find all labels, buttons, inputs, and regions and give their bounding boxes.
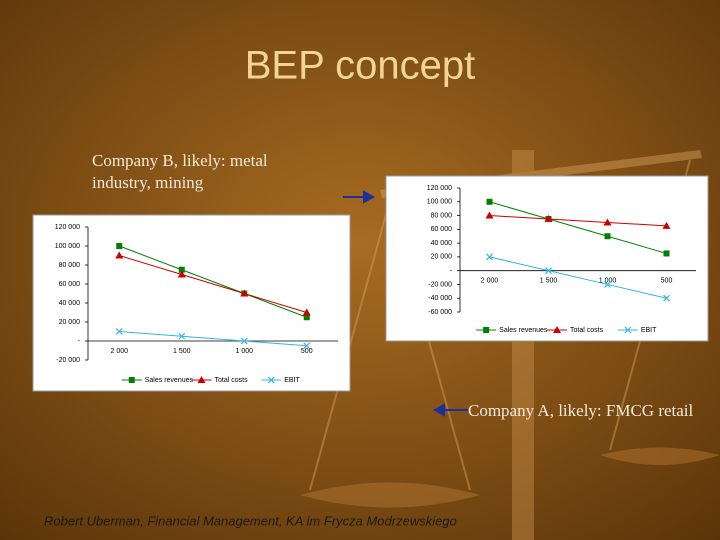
series-line <box>119 331 307 347</box>
marker <box>303 342 311 350</box>
note-company-a: Company A, likely: FMCG retail <box>468 401 694 420</box>
x-tick-label: 2 000 <box>481 278 499 285</box>
y-tick-label: 80 000 <box>59 262 81 269</box>
x-tick-label: 1 000 <box>235 348 253 355</box>
legend-label: EBIT <box>284 377 300 384</box>
y-tick-label: 20 000 <box>431 254 453 261</box>
x-tick-label: 500 <box>661 278 673 285</box>
legend-marker <box>553 326 561 333</box>
y-tick-label: 100 000 <box>427 199 452 206</box>
marker <box>603 218 612 226</box>
legend-label: Sales revenues <box>145 377 194 384</box>
chart-background <box>385 175 709 342</box>
legend-marker <box>128 377 135 383</box>
series-line <box>119 245 307 318</box>
y-tick-label: 20 000 <box>59 319 81 326</box>
series-line <box>119 255 307 313</box>
marker <box>545 267 552 275</box>
marker <box>544 215 553 222</box>
x-tick-label: 1 500 <box>540 278 558 285</box>
x-tick-label: 500 <box>301 348 313 355</box>
marker <box>486 253 493 261</box>
series-line <box>489 256 667 299</box>
marker <box>604 233 611 240</box>
y-tick-label: - <box>450 268 453 275</box>
y-tick-label: -20 000 <box>428 281 452 288</box>
legend-label: Total costs <box>570 327 604 334</box>
marker <box>177 270 186 278</box>
y-tick-label: - <box>78 338 81 345</box>
series-line <box>489 215 667 227</box>
marker <box>302 308 311 316</box>
y-tick-label: 40 000 <box>59 300 81 307</box>
marker <box>240 337 248 345</box>
legend-label: Total costs <box>215 377 249 384</box>
legend-marker <box>624 326 632 334</box>
legend-marker <box>197 376 206 383</box>
note-company-b: Company B, likely: metal industry, minin… <box>92 151 268 192</box>
y-tick-label: 80 000 <box>431 212 453 219</box>
chart-background <box>32 214 351 392</box>
marker <box>116 243 123 249</box>
marker <box>663 294 670 302</box>
legend-label: EBIT <box>641 327 657 334</box>
y-tick-label: 60 000 <box>431 226 453 233</box>
y-tick-label: 100 000 <box>55 243 80 250</box>
legend-marker <box>483 327 490 333</box>
y-tick-label: -40 000 <box>428 295 452 302</box>
marker <box>240 289 249 297</box>
x-tick-label: 2 000 <box>110 348 128 355</box>
marker <box>485 211 494 219</box>
y-tick-label: 120 000 <box>55 224 80 231</box>
marker <box>115 328 123 335</box>
x-tick-label: 1 000 <box>599 278 617 285</box>
y-tick-label: 40 000 <box>431 240 453 247</box>
marker <box>303 314 310 321</box>
arrows <box>343 190 468 417</box>
marker <box>662 221 671 229</box>
marker <box>178 266 185 273</box>
legend-label: Sales revenues <box>499 327 548 334</box>
y-tick-label: 120 000 <box>427 185 452 192</box>
y-tick-label: -60 000 <box>428 309 452 316</box>
x-tick-label: 1 500 <box>173 348 191 355</box>
marker <box>115 251 124 259</box>
marker <box>486 198 493 205</box>
marker <box>604 281 611 288</box>
slide-title: BEP concept <box>245 44 476 88</box>
y-tick-label: 60 000 <box>59 281 81 288</box>
footer: Robert Uberman, Financial Management, KA… <box>44 513 457 528</box>
y-tick-label: -20 000 <box>56 357 80 364</box>
legend-marker <box>267 376 275 384</box>
marker <box>663 250 670 257</box>
marker <box>178 332 186 340</box>
series-line <box>489 201 667 254</box>
